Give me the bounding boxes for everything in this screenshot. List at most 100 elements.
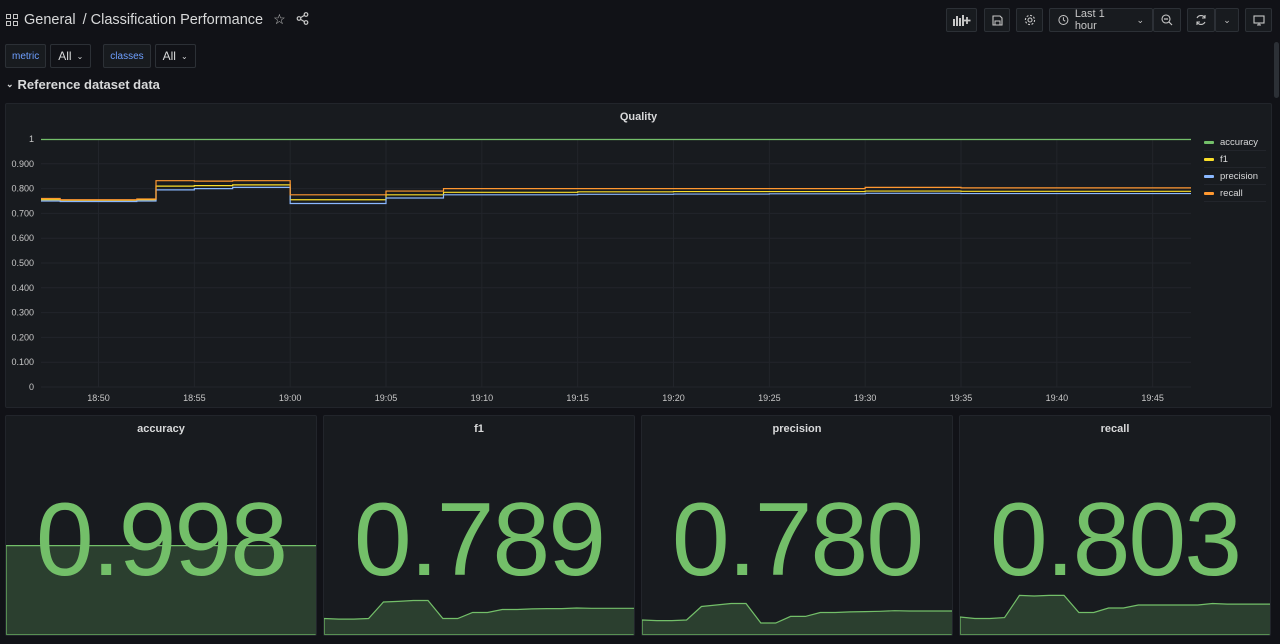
variable-label-metric: metric [5, 44, 47, 68]
breadcrumb-folder[interactable]: General [24, 11, 76, 28]
legend-item-precision[interactable]: precision [1204, 168, 1266, 185]
legend-label: f1 [1220, 153, 1228, 165]
series-line-f1 [41, 184, 1191, 201]
x-tick-label: 19:05 [375, 393, 398, 403]
y-tick-label: 0.200 [11, 332, 34, 342]
settings-button[interactable] [1016, 8, 1043, 32]
stat-value: 0.998 [35, 482, 288, 598]
y-tick-label: 0.300 [11, 308, 34, 318]
chart-legend: accuracy f1 precision recall [1204, 134, 1266, 202]
page-title[interactable]: Classification Performance [90, 11, 264, 28]
gear-icon [1024, 14, 1035, 26]
share-icon[interactable] [296, 11, 309, 28]
sparkline [324, 599, 634, 635]
x-tick-label: 19:40 [1046, 393, 1069, 403]
x-tick-label: 18:50 [87, 393, 110, 403]
variable-label-classes: classes [103, 44, 151, 68]
add-panel-button[interactable] [946, 8, 977, 32]
sparkline-area [642, 602, 952, 635]
stat-value: 0.803 [989, 482, 1242, 598]
y-tick-label: 1 [29, 134, 34, 144]
x-tick-label: 19:20 [662, 393, 685, 403]
x-tick-label: 19:15 [566, 393, 589, 403]
time-range-label: Last 1 hour [1074, 8, 1105, 32]
legend-label: recall [1220, 187, 1243, 199]
y-tick-label: 0.700 [11, 208, 34, 218]
chevron-down-icon: ⌄ [1223, 14, 1231, 25]
y-tick-label: 0 [29, 382, 34, 392]
variable-select-metric[interactable]: All ⌄ [50, 44, 92, 68]
chevron-down-icon: ⌄ [6, 79, 14, 89]
stat-panel-f1: f1 0.789 [323, 415, 635, 636]
panel-title[interactable]: precision [772, 423, 822, 435]
stat-panel-accuracy: accuracy 0.998 [5, 415, 317, 636]
panel-title[interactable]: f1 [474, 423, 484, 435]
scrollbar[interactable] [1274, 42, 1279, 98]
sparkline [960, 594, 1270, 635]
series-line-precision [41, 186, 1191, 205]
stat-panel-recall: recall 0.803 [959, 415, 1271, 636]
row-title: Reference dataset data [17, 77, 160, 92]
x-tick-label: 19:45 [1141, 393, 1164, 403]
y-tick-label: 0.600 [11, 233, 34, 243]
chevron-down-icon: ⌄ [76, 51, 84, 61]
y-tick-label: 0.100 [11, 357, 34, 367]
legend-swatch [1204, 191, 1214, 195]
refresh-button[interactable] [1187, 8, 1215, 32]
x-tick-label: 19:35 [950, 393, 973, 403]
sparkline [642, 602, 952, 635]
variable-value-classes: All [162, 49, 176, 63]
stat-value: 0.780 [671, 482, 924, 598]
y-tick-label: 0.500 [11, 258, 34, 268]
stat-panel-precision: precision 0.780 [641, 415, 953, 636]
legend-item-f1[interactable]: f1 [1204, 151, 1266, 168]
row-header[interactable]: ⌄ Reference dataset data [6, 77, 160, 92]
x-tick-label: 19:25 [758, 393, 781, 403]
y-tick-label: 0.800 [11, 184, 34, 194]
breadcrumb-separator: / [82, 11, 87, 28]
sparkline-area [324, 599, 634, 635]
time-range-picker[interactable]: Last 1 hour ⌄ [1049, 8, 1153, 32]
top-bar: General / Classification Performance ☆ L… [0, 0, 1280, 40]
chevron-down-icon: ⌄ [1136, 14, 1144, 25]
panel-title[interactable]: recall [1100, 423, 1130, 435]
y-tick-label: 0.400 [11, 283, 34, 293]
breadcrumb: General / Classification Performance ☆ [6, 11, 309, 28]
tv-mode-button[interactable] [1245, 8, 1272, 32]
quality-chart: 0 0.100 0.200 0.300 0.400 0.500 0.600 0.700 0.80… [11, 134, 1191, 403]
chevron-down-icon: ⌄ [180, 51, 188, 61]
series-line-recall [41, 180, 1191, 201]
x-tick-label: 19:10 [471, 393, 494, 403]
variables-bar: metric All ⌄ classes All ⌄ [5, 44, 204, 68]
sparkline [6, 545, 316, 635]
quality-panel: Quality [5, 103, 1272, 408]
legend-label: accuracy [1220, 136, 1259, 148]
refresh-interval-dropdown[interactable]: ⌄ [1215, 8, 1239, 32]
legend-swatch [1204, 140, 1214, 144]
x-tick-label: 18:55 [183, 393, 206, 403]
sparkline-area [6, 545, 316, 635]
refresh-icon [1196, 15, 1206, 25]
legend-item-accuracy[interactable]: accuracy [1204, 134, 1266, 151]
stat-value: 0.789 [353, 482, 606, 598]
sparkline-area [960, 594, 1270, 635]
star-icon[interactable]: ☆ [273, 11, 286, 27]
legend-label: precision [1220, 170, 1259, 182]
legend-swatch [1204, 174, 1214, 178]
y-tick-label: 0.900 [11, 159, 34, 169]
save-dashboard-button[interactable] [984, 8, 1010, 32]
zoom-out-button[interactable] [1153, 8, 1181, 32]
variable-value-metric: All [58, 49, 72, 63]
dashboards-grid-icon[interactable] [6, 13, 18, 26]
save-icon [991, 14, 1003, 26]
variable-select-classes[interactable]: All ⌄ [154, 44, 196, 68]
monitor-icon [1252, 14, 1265, 26]
legend-item-recall[interactable]: recall [1204, 185, 1266, 202]
panel-title[interactable]: Quality [619, 111, 658, 123]
panel-title[interactable]: accuracy [137, 423, 185, 435]
x-tick-label: 19:30 [854, 393, 877, 403]
add-panel-icon [952, 15, 970, 26]
x-tick-label: 19:00 [279, 393, 302, 403]
zoom-out-icon [1161, 14, 1173, 26]
clock-icon [1058, 14, 1069, 26]
